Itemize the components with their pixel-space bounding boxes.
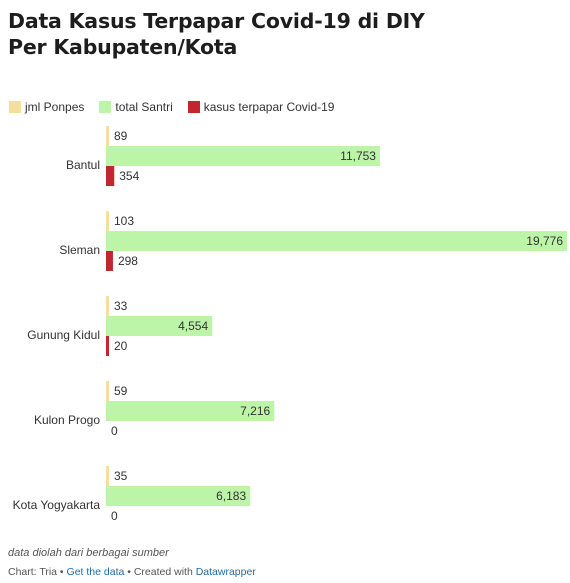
bar-jml-ponpes-sleman [106,211,109,231]
bar-jml-ponpes-bantul [106,126,109,146]
bar-chart: Bantul 89 11,753 354 Sleman 103 19,776 298 Gunun… [13,126,567,523]
value-label-total-santri-kulon-progo: 7,216 [240,404,270,418]
legend-label-kasus-covid: kasus terpapar Covid-19 [203,100,335,114]
bar-jml-ponpes-gunung-kidul [106,296,109,316]
category-label-kulon-progo: Kulon Progo [34,413,100,427]
legend-swatch-kasus-covid [187,101,200,113]
chart-title: Data Kasus Terpapar Covid-19 di DIY Per … [8,8,528,60]
value-label-jml-ponpes-kota-yogyakarta: 35 [114,469,128,483]
legend-swatch-jml-ponpes [9,101,21,113]
legend-item-kasus-covid: kasus terpapar Covid-19 [187,100,335,114]
value-label-total-santri-sleman: 19,776 [526,234,563,248]
bar-total-santri-gunung-kidul [106,316,213,336]
value-label-jml-ponpes-kulon-progo: 59 [114,384,128,398]
legend-item-jml-ponpes: jml Ponpes [9,100,84,114]
bar-total-santri-bantul [106,146,380,166]
value-label-jml-ponpes-sleman: 103 [114,214,134,228]
chart-byline: Chart: Tria • Get the data • Created wit… [8,566,256,578]
value-label-kasus-terpapar-covid-19-bantul: 354 [119,169,139,183]
value-label-kasus-terpapar-covid-19-gunung-kidul: 20 [114,339,128,353]
bar-jml-ponpes-kulon-progo [106,381,109,401]
value-label-total-santri-gunung-kidul: 4,554 [178,319,208,333]
bar-total-santri-kulon-progo [106,401,275,421]
datawrapper-link[interactable]: Datawrapper [195,566,256,578]
bar-kasus-terpapar-covid-19-gunung-kidul [106,336,109,356]
category-label-bantul: Bantul [66,158,100,172]
bar-kasus-terpapar-covid-19-bantul [106,166,115,186]
value-label-total-santri-kota-yogyakarta: 6,183 [216,489,246,503]
bar-total-santri-sleman [106,231,567,251]
category-label-gunung-kidul: Gunung Kidul [27,328,100,342]
value-label-jml-ponpes-gunung-kidul: 33 [114,299,128,313]
legend-label-jml-ponpes: jml Ponpes [25,100,85,114]
legend-item-total-santri: total Santri [99,100,173,114]
byline-author: Chart: Tria • [8,566,67,578]
category-label-sleman: Sleman [59,243,100,257]
category-label-kota-yogyakarta: Kota Yogyakarta [13,498,101,512]
legend: jml Ponpes total Santri kasus terpapar C… [9,99,349,115]
value-label-jml-ponpes-bantul: 89 [114,129,128,143]
chart-notes: data diolah dari berbagai sumber [8,547,169,559]
value-label-kasus-terpapar-covid-19-sleman: 298 [118,254,138,268]
legend-swatch-total-santri [99,101,112,113]
get-the-data-link[interactable]: Get the data [66,566,125,578]
chart-title-line-1: Data Kasus Terpapar Covid-19 di DIY [8,9,425,33]
legend-label-total-santri: total Santri [115,100,173,114]
value-label-kasus-terpapar-covid-19-kulon-progo: 0 [111,424,118,438]
byline-created-with: • Created with [124,566,196,578]
value-label-total-santri-bantul: 11,753 [340,149,376,163]
bar-kasus-terpapar-covid-19-sleman [106,251,113,271]
chart-title-line-2: Per Kabupaten/Kota [8,35,238,59]
value-label-kasus-terpapar-covid-19-kota-yogyakarta: 0 [111,509,118,523]
bar-total-santri-kota-yogyakarta [106,486,251,506]
bar-jml-ponpes-kota-yogyakarta [106,466,109,486]
